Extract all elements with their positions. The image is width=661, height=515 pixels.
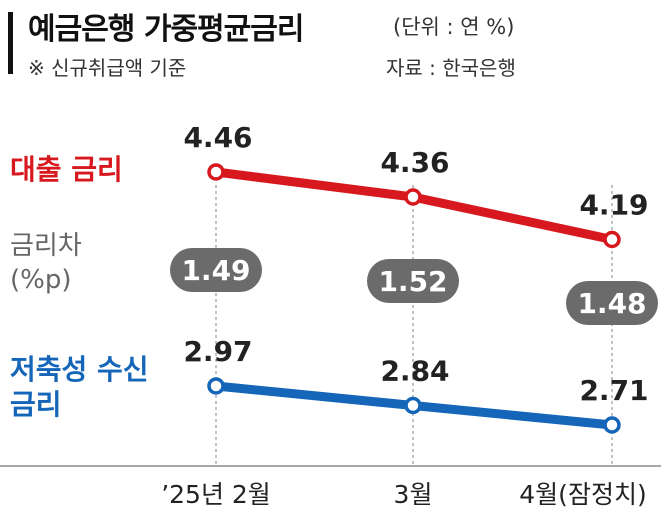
deposit-point-1 (404, 396, 422, 415)
deposit-point-0 (207, 377, 225, 395)
loan-point-1 (404, 188, 422, 206)
loan-point-2 (603, 230, 621, 249)
loan-point-0 (207, 163, 225, 181)
loan-value-label-2: 4.19 (579, 189, 648, 222)
deposit-value-label-0: 2.97 (183, 335, 252, 368)
source-label: 자료 : 한국은행 (386, 56, 516, 80)
basis-note: ※ 신규취급액 기준 (28, 56, 187, 80)
x-tick-label-1: 3월 (394, 480, 433, 509)
deposit-value-label-2: 2.71 (579, 374, 648, 407)
spread-value-label-1: 1.52 (378, 265, 447, 298)
spread-badge-1 (367, 259, 459, 303)
spread-label: 금리차 (%p) (10, 230, 82, 298)
spread-label-line2: (%p) (10, 264, 72, 295)
deposit-label-line1: 저축성 수신 (10, 353, 149, 386)
deposit-label-line2: 금리 (10, 388, 62, 421)
loan-value-label-1: 4.36 (380, 146, 449, 179)
spread-badge-2 (566, 281, 658, 325)
chart-title: 예금은행 가중평균금리 (28, 12, 304, 47)
loan-series-line (211, 167, 617, 244)
header-accent-bar (8, 12, 13, 74)
loan-rate-label: 대출 금리 (10, 153, 123, 186)
spread-value-label-0: 1.49 (181, 254, 250, 287)
deposit-point-2 (603, 416, 621, 434)
loan-value-label-0: 4.46 (183, 121, 252, 154)
deposit-value-label-1: 2.84 (380, 355, 449, 388)
x-tick-label-0: ’25년 2월 (161, 480, 271, 509)
x-tick-label-2: 4월(잠정치) (519, 480, 646, 509)
spread-value-label-2: 1.48 (577, 287, 646, 320)
deposit-rate-label: 저축성 수신 금리 (10, 352, 149, 422)
spread-label-line1: 금리차 (10, 231, 82, 261)
unit-label: (단위 : 연 %) (393, 15, 515, 39)
spread-badge-0 (170, 248, 262, 292)
